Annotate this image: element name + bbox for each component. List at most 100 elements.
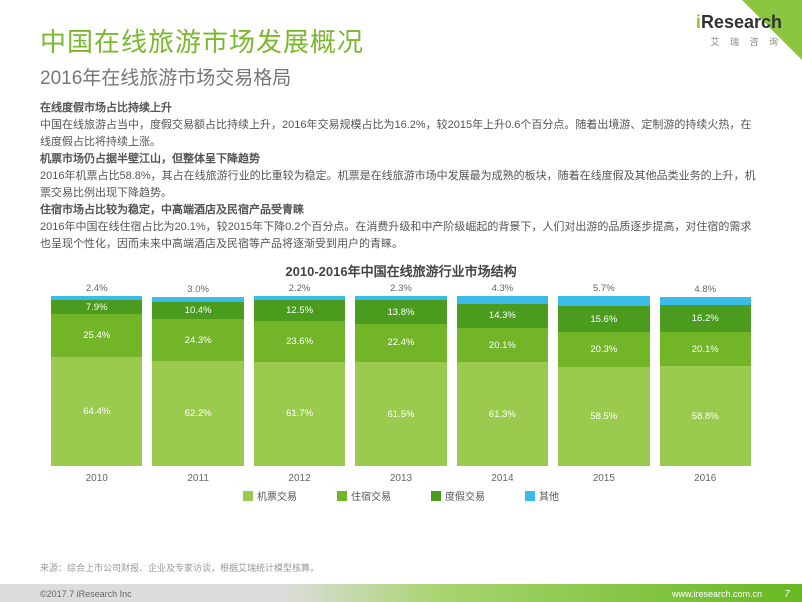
- logo: iResearch 艾 瑞 咨 询: [696, 12, 782, 48]
- segment-label: 4.8%: [660, 284, 751, 295]
- footer-url: www.iresearch.com.cn: [672, 589, 762, 599]
- bar-column: 61.5% 22.4% 13.8% 2.3%: [355, 296, 446, 466]
- bar-segment: 20.3%: [558, 332, 649, 367]
- bar-column: 62.2% 24.3% 10.4% 3.0%: [152, 297, 243, 467]
- bar-stack: 58.8% 20.1% 16.2% 4.8%: [660, 297, 751, 467]
- source-note: 来源：综合上市公司财报、企业及专家访谈，根据艾瑞统计模型核算。: [40, 561, 319, 574]
- para-text: 2016年机票占比58.8%，其占在线旅游行业的比重较为稳定。机票是在线旅游市场…: [40, 168, 762, 202]
- para-text: 中国在线旅游占当中，度假交易额占比持续上升，2016年交易规模占比为16.2%，…: [40, 117, 762, 151]
- bar-segment: 23.6%: [254, 321, 345, 361]
- legend-label: 度假交易: [445, 488, 485, 503]
- segment-label: 25.4%: [83, 330, 110, 341]
- x-label: 2011: [152, 473, 243, 484]
- legend-item: 度假交易: [431, 488, 485, 503]
- bar-stack: 61.3% 20.1% 14.3%4.3%: [457, 296, 548, 466]
- para-text: 2016年中国在线住宿占比为20.1%，较2015年下降0.2个百分点。在消费升…: [40, 219, 762, 253]
- legend-item: 其他: [525, 488, 559, 503]
- x-label: 2015: [558, 473, 649, 484]
- bar-segment: 64.4%: [51, 357, 142, 466]
- bar-segment: 12.5%: [254, 300, 345, 321]
- slide: { "logo": { "text_prefix": "i", "text_re…: [0, 0, 802, 602]
- bar-segment: 16.2%: [660, 305, 751, 333]
- segment-label: 5.7%: [558, 283, 649, 294]
- footer-copyright: ©2017.7 iResearch Inc: [40, 589, 132, 599]
- segment-label: 20.1%: [489, 340, 516, 351]
- logo-subtitle: 艾 瑞 咨 询: [696, 35, 782, 48]
- bar-segment: 20.1%: [660, 332, 751, 366]
- bar-segment: 4.8%: [660, 297, 751, 305]
- segment-label: 61.7%: [286, 408, 313, 419]
- x-label: 2012: [254, 473, 345, 484]
- page-title: 中国在线旅游市场发展概况: [40, 22, 762, 59]
- bar-stack: 64.4% 25.4% 7.9% 2.4%: [51, 296, 142, 466]
- bar-segment: 58.8%: [660, 366, 751, 466]
- segment-label: 15.6%: [590, 314, 617, 325]
- segment-label: 10.4%: [185, 305, 212, 316]
- logo-text: iResearch: [696, 12, 782, 33]
- bar-column: 61.7%23.6%12.5%2.2%: [254, 296, 345, 466]
- legend: 机票交易 住宿交易 度假交易 其他: [40, 488, 762, 503]
- legend-swatch: [243, 491, 253, 501]
- content: 中国在线旅游市场发展概况 2016年在线旅游市场交易格局 在线度假市场占比持续上…: [40, 22, 762, 503]
- x-label: 2010: [51, 473, 142, 484]
- bar-segment: 2.4%: [51, 296, 142, 300]
- logo-rest: Research: [701, 12, 782, 32]
- legend-label: 住宿交易: [351, 488, 391, 503]
- segment-label: 12.5%: [286, 305, 313, 316]
- segment-label: 58.5%: [590, 411, 617, 422]
- bar-stack: 62.2% 24.3% 10.4% 3.0%: [152, 297, 243, 467]
- chart-title: 2010-2016年中国在线旅游行业市场结构: [40, 261, 762, 280]
- bar-segment: 25.4%: [51, 314, 142, 357]
- bar-column: 58.8% 20.1% 16.2% 4.8%: [660, 297, 751, 467]
- segment-label: 16.2%: [692, 313, 719, 324]
- legend-label: 其他: [539, 488, 559, 503]
- bar-segment: 2.3%: [355, 296, 446, 300]
- x-label: 2016: [660, 473, 751, 484]
- bar-column: 64.4% 25.4% 7.9% 2.4%: [51, 296, 142, 466]
- segment-label: 2.3%: [355, 283, 446, 294]
- segment-label: 61.3%: [489, 409, 516, 420]
- bar-stack: 61.5% 22.4% 13.8% 2.3%: [355, 296, 446, 466]
- segment-label: 24.3%: [185, 335, 212, 346]
- bar-segment: 62.2%: [152, 361, 243, 467]
- segment-label: 61.5%: [388, 409, 415, 420]
- stacked-bar-chart: 64.4% 25.4% 7.9% 2.4% 62.2% 24.3% 10.4% 3.0% 61.…: [51, 284, 751, 484]
- segment-label: 2.4%: [51, 283, 142, 294]
- segment-label: 22.4%: [388, 337, 415, 348]
- segment-label: 3.0%: [152, 284, 243, 295]
- segment-label: 2.2%: [254, 283, 345, 294]
- page-subtitle: 2016年在线旅游市场交易格局: [40, 63, 762, 90]
- bar-segment: 3.0%: [152, 297, 243, 302]
- bar-column: 61.3% 20.1% 14.3%4.3%: [457, 296, 548, 466]
- bar-segment: 15.6%: [558, 306, 649, 333]
- bar-segment: 22.4%: [355, 324, 446, 362]
- segment-label: 13.8%: [388, 307, 415, 318]
- segment-label: 58.8%: [692, 411, 719, 422]
- legend-item: 机票交易: [243, 488, 297, 503]
- bar-segment: 13.8%: [355, 300, 446, 323]
- bar-segment: 4.3%: [457, 296, 548, 303]
- segment-label: 23.6%: [286, 336, 313, 347]
- bar-segment: 14.3%: [457, 304, 548, 328]
- bar-segment: 5.7%: [558, 296, 649, 306]
- segment-label: 64.4%: [83, 406, 110, 417]
- bar-segment: 58.5%: [558, 367, 649, 466]
- bar-column: 58.5% 20.3% 15.6% 5.7%: [558, 296, 649, 466]
- para-heading: 机票市场仍占据半壁江山，但整体呈下降趋势: [40, 151, 762, 168]
- legend-label: 机票交易: [257, 488, 297, 503]
- segment-label: 20.3%: [590, 344, 617, 355]
- bar-segment: 10.4%: [152, 302, 243, 320]
- segment-label: 4.3%: [457, 283, 548, 294]
- bar-segment: 61.5%: [355, 362, 446, 467]
- segment-label: 7.9%: [86, 302, 108, 313]
- legend-item: 住宿交易: [337, 488, 391, 503]
- legend-swatch: [337, 491, 347, 501]
- legend-swatch: [431, 491, 441, 501]
- bar-segment: 24.3%: [152, 319, 243, 360]
- bar-stack: 61.7%23.6%12.5%2.2%: [254, 296, 345, 466]
- page-number: 7: [778, 589, 796, 600]
- x-label: 2013: [355, 473, 446, 484]
- bar-area: 64.4% 25.4% 7.9% 2.4% 62.2% 24.3% 10.4% 3.0% 61.…: [51, 284, 751, 466]
- bar-segment: 7.9%: [51, 300, 142, 313]
- segment-label: 20.1%: [692, 344, 719, 355]
